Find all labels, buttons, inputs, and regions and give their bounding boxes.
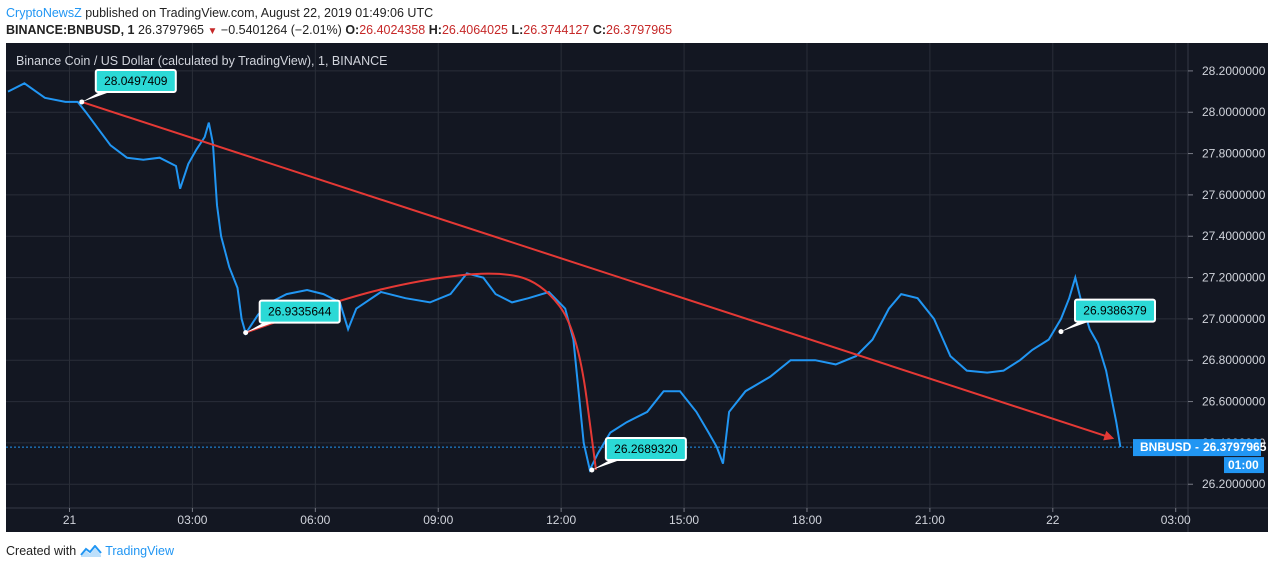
callout-anchor-dot [243, 330, 249, 336]
price-callout: 26.2689320 [589, 436, 687, 473]
publisher-link[interactable]: CryptoNewsZ [6, 6, 82, 20]
published-text: published on TradingView.com, August 22,… [81, 6, 434, 20]
trend-arrowhead [1103, 430, 1115, 441]
price-chart[interactable]: 28.2000000 28.0000000 27.8000000 27.6000000… [6, 43, 1268, 532]
time-tick-label: 15:00 [669, 513, 699, 527]
last-price-symbol: BNBUSD [1140, 440, 1192, 454]
last-price: 26.3797965 [137, 23, 205, 37]
open-label: O: [345, 23, 360, 37]
callout-label: 28.0497409 [104, 74, 168, 88]
price-tick-label: 28.0000000 [1202, 105, 1266, 119]
callout-label: 26.2689320 [614, 442, 678, 456]
close-value: 26.3797965 [606, 23, 673, 37]
callout-pointer [245, 322, 274, 333]
close-label: C: [592, 23, 607, 37]
last-price-badge [1133, 439, 1261, 457]
price-change: −0.5401264 (−2.01%) [220, 23, 342, 37]
time-tick-label: 03:00 [1161, 513, 1191, 527]
callout-box [1073, 298, 1156, 323]
callout-pointer [591, 459, 620, 470]
time-tick-label: 03:00 [177, 513, 207, 527]
callout-anchor-dot [589, 467, 595, 473]
callout-box [94, 68, 177, 93]
footer: Created with TradingView [6, 544, 174, 558]
chart-title: Binance Coin / US Dollar (calculated by … [16, 54, 387, 68]
price-tick-label: 27.4000000 [1202, 229, 1266, 243]
callout-label: 26.9335644 [268, 305, 332, 319]
callout-anchor-dot [1058, 329, 1064, 335]
price-tick-label: 27.6000000 [1202, 188, 1266, 202]
callout-box [258, 299, 341, 324]
time-tick-label: 21 [63, 513, 77, 527]
price-tick-label: 26.8000000 [1202, 353, 1266, 367]
time-tick-label: 21:00 [915, 513, 945, 527]
symbol-label: BINANCE:BNBUSD, 1 [6, 23, 135, 37]
tradingview-logo-icon [80, 545, 102, 557]
time-tick-label: 06:00 [300, 513, 330, 527]
callouts: 28.0497409 26.9335644 26.2689320 26.9386379 [79, 68, 1156, 473]
price-tick-label: 28.2000000 [1202, 64, 1266, 78]
price-callout: 26.9335644 [243, 299, 341, 336]
created-with-text: Created with [6, 544, 77, 558]
low-value: 26.3744127 [523, 23, 590, 37]
time-tick-label: 12:00 [546, 513, 576, 527]
callout-label: 26.9386379 [1083, 304, 1147, 318]
price-callout: 28.0497409 [79, 68, 177, 105]
price-tick-label: 26.2000000 [1202, 477, 1266, 491]
price-tick-label: 27.8000000 [1202, 147, 1266, 161]
price-tick-label: 27.2000000 [1202, 271, 1266, 285]
time-tick-label: 09:00 [423, 513, 453, 527]
down-arrow-icon: ▼ [207, 26, 218, 37]
callout-pointer [1060, 321, 1089, 332]
callout-anchor-dot [79, 99, 85, 105]
chart-panel[interactable]: 28.2000000 28.0000000 27.8000000 27.6000000… [6, 43, 1268, 532]
price-tick-label: 27.0000000 [1202, 312, 1266, 326]
time-axis[interactable]: 21 03:00 06:00 09:00 12:00 15:00 18:00 21:00 22 0… [63, 508, 1191, 527]
bar-time-text: 01:00 [1228, 458, 1259, 472]
last-price-value: 26.3797965 [1203, 440, 1267, 454]
high-label: H: [428, 23, 442, 37]
publish-info: CryptoNewsZ published on TradingView.com… [6, 6, 433, 20]
open-value: 26.4024358 [359, 23, 426, 37]
symbol-info: BINANCE:BNBUSD, 1 26.3797965 ▼ −0.540126… [6, 23, 672, 37]
price-axis[interactable]: 28.2000000 28.0000000 27.8000000 27.6000000… [1188, 64, 1266, 491]
low-label: L: [511, 23, 524, 37]
price-tick-label: 26.6000000 [1202, 395, 1266, 409]
bar-time-badge [1224, 457, 1264, 474]
last-price-separator: - [1195, 440, 1199, 454]
grid [6, 43, 1188, 508]
callout-box [604, 436, 687, 461]
trend-line[interactable] [81, 101, 1107, 438]
tradingview-link[interactable]: TradingView [105, 544, 174, 558]
high-value: 26.4064025 [441, 23, 508, 37]
price-callout: 26.9386379 [1058, 298, 1156, 335]
time-tick-label: 22 [1046, 513, 1060, 527]
arc-annotation[interactable] [245, 272, 597, 470]
time-tick-label: 18:00 [792, 513, 822, 527]
